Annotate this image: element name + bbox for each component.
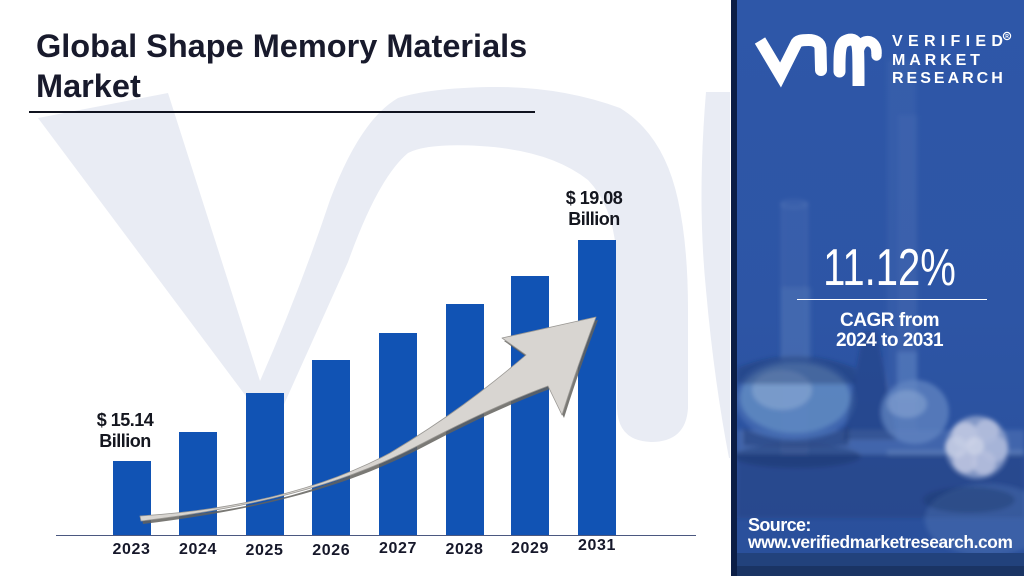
svg-text:R: R <box>1005 34 1009 40</box>
